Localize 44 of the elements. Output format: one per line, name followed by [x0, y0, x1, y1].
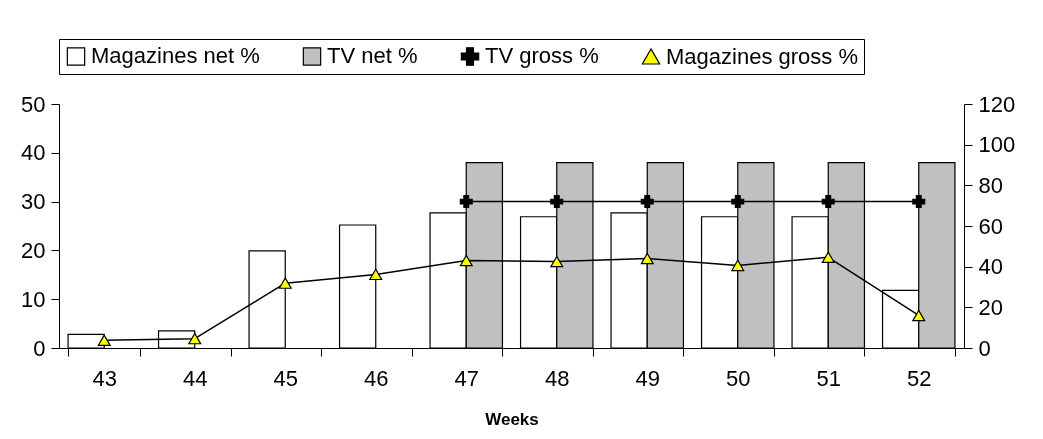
y-tick-label: 0 [33, 335, 46, 361]
point [731, 259, 745, 272]
x-tick-label: 47 [454, 365, 479, 391]
x-tick-label: 48 [545, 365, 570, 391]
x-tick-label: 50 [726, 365, 751, 391]
legend-label: Magazines gross % [666, 43, 858, 69]
point [821, 251, 835, 264]
point [640, 252, 654, 265]
point [912, 195, 926, 209]
x-tick-label: 43 [92, 365, 117, 391]
point [188, 332, 202, 345]
point [640, 195, 654, 209]
legend-label: TV gross % [485, 43, 599, 69]
y2-tick-label: 0 [978, 335, 991, 361]
y2-tick-label: 100 [978, 132, 1016, 158]
legend-label: TV net % [327, 43, 418, 69]
x-tick-label: 52 [907, 365, 932, 391]
point [459, 195, 473, 209]
point [369, 268, 383, 281]
y2-tick-label: 40 [978, 254, 1003, 280]
y-tick-label: 20 [21, 237, 46, 263]
x-axis-title: Weeks [485, 409, 539, 429]
point [912, 309, 926, 322]
point [278, 277, 292, 289]
y2-tick-label: 20 [978, 294, 1003, 320]
x-tick-label: 51 [816, 365, 841, 391]
x-tick-label: 45 [273, 365, 298, 391]
y2-tick-label: 80 [978, 172, 1003, 198]
point [731, 195, 745, 209]
x-tick-label: 46 [364, 365, 389, 391]
point [550, 255, 564, 268]
point [459, 254, 473, 267]
y-tick-label: 30 [21, 189, 46, 215]
y2-tick-label: 120 [978, 91, 1016, 117]
y-tick-label: 10 [21, 286, 46, 312]
y2-tick-label: 60 [978, 213, 1003, 239]
y-tick-label: 50 [21, 91, 46, 117]
x-tick-label: 49 [635, 365, 660, 391]
y-tick-label: 40 [21, 140, 46, 166]
legend-label: Magazines net % [91, 43, 260, 69]
point [821, 195, 835, 209]
point [97, 334, 111, 346]
point [550, 195, 564, 209]
x-tick-label: 44 [183, 365, 208, 391]
